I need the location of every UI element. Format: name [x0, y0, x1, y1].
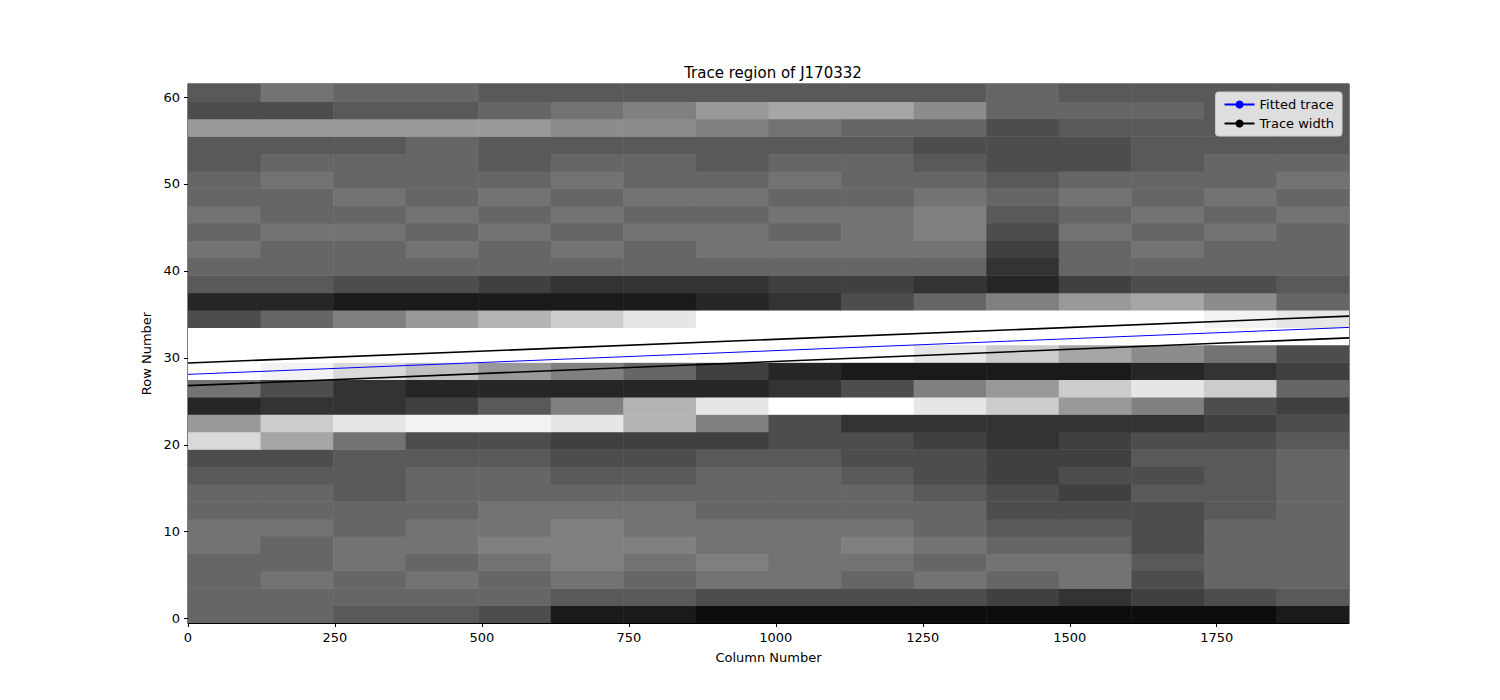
svg-text:50: 50	[163, 176, 180, 191]
svg-text:1000: 1000	[759, 630, 792, 645]
svg-text:Row Number: Row Number	[139, 311, 154, 395]
svg-text:0: 0	[184, 630, 192, 645]
svg-text:500: 500	[470, 630, 495, 645]
svg-text:1750: 1750	[1200, 630, 1233, 645]
svg-text:Column Number: Column Number	[715, 650, 822, 665]
svg-text:Fitted trace: Fitted trace	[1260, 97, 1334, 112]
svg-text:0: 0	[172, 611, 180, 626]
svg-text:40: 40	[163, 263, 180, 278]
svg-text:250: 250	[323, 630, 348, 645]
svg-text:Trace width: Trace width	[1259, 116, 1334, 131]
svg-text:10: 10	[163, 524, 180, 539]
svg-text:30: 30	[163, 350, 180, 365]
svg-text:1250: 1250	[906, 630, 939, 645]
svg-text:60: 60	[163, 90, 180, 105]
svg-text:750: 750	[616, 630, 641, 645]
svg-text:Trace region of J170332: Trace region of J170332	[683, 64, 862, 82]
svg-text:20: 20	[163, 437, 180, 452]
svg-text:1500: 1500	[1053, 630, 1086, 645]
